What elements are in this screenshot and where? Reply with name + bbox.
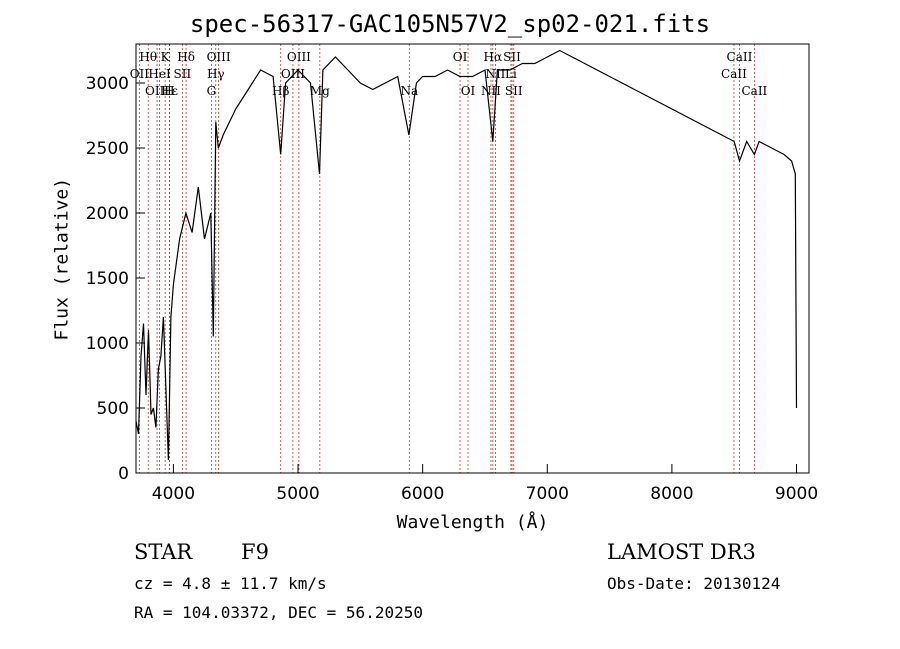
- y-tick-label: 1500: [86, 269, 129, 289]
- line-marker-label: Hγ: [207, 67, 225, 81]
- line-markers: [138, 44, 755, 473]
- line-marker-label: OIII: [287, 50, 311, 64]
- line-marker-label: SII: [505, 84, 523, 98]
- x-tick-label: 4000: [152, 484, 195, 504]
- line-marker-label: SII: [503, 50, 521, 64]
- y-tick-label: 0: [118, 464, 129, 484]
- line-marker-label: OIII: [145, 84, 169, 98]
- redshift-cz: cz = 4.8 ± 11.7 km/s: [134, 574, 327, 593]
- coordinates: RA = 104.03372, DEC = 56.20250: [134, 603, 423, 622]
- object-subclass: F9: [241, 540, 269, 564]
- line-marker-label: CaII: [741, 84, 767, 98]
- line-marker-label: OIII: [207, 50, 231, 64]
- line-marker-label: H: [164, 84, 174, 98]
- x-tick-label: 7000: [526, 484, 569, 504]
- x-tick-label: 5000: [276, 484, 319, 504]
- line-marker-label: CaII: [727, 50, 753, 64]
- line-marker-label: HeI: [148, 67, 171, 81]
- x-axis-ticks: 4000 5000 6000 7000 8000 9000: [152, 464, 818, 504]
- survey-name: LAMOST DR3: [607, 540, 756, 564]
- y-axis-label: Flux (relative): [51, 177, 73, 341]
- line-marker-label: Mg: [310, 84, 330, 98]
- line-marker-label: NII: [485, 67, 505, 81]
- y-tick-label: 3000: [86, 74, 129, 94]
- spectrum-series-line: [135, 49, 798, 461]
- line-marker-label: NII: [481, 84, 501, 98]
- object-class: STAR: [134, 540, 193, 564]
- y-tick-label: 2000: [86, 204, 129, 224]
- line-marker-label: OI: [453, 50, 468, 64]
- line-marker-label: OII: [130, 67, 150, 81]
- x-tick-label: 8000: [650, 484, 693, 504]
- line-marker-label: Hε: [161, 84, 178, 98]
- line-marker-label: SII: [174, 67, 192, 81]
- y-axis-ticks: 0 500 1000 1500 2000 2500 3000: [86, 74, 145, 484]
- plot-frame: [135, 43, 810, 474]
- line-marker-label: G: [207, 84, 217, 98]
- x-tick-label: 6000: [401, 484, 444, 504]
- y-tick-label: 1000: [86, 334, 129, 354]
- x-tick-label: 9000: [775, 484, 818, 504]
- line-marker-label: Hα: [484, 50, 503, 64]
- chart-title: spec-56317-GAC105N57V2_sp02-021.fits: [189, 10, 711, 38]
- line-marker-label: Li: [505, 67, 517, 81]
- y-tick-label: 2500: [86, 139, 129, 159]
- line-marker-label: CaII: [721, 67, 747, 81]
- line-marker-label: Na: [400, 84, 418, 98]
- line-marker-label: K: [161, 50, 171, 64]
- line-marker-label: Hθ: [139, 50, 157, 64]
- x-axis-label: Wavelength (Å): [396, 512, 549, 533]
- line-marker-label: Hδ: [177, 50, 195, 64]
- line-marker-label: OI: [461, 84, 476, 98]
- y-tick-label: 500: [97, 399, 129, 419]
- observation-date: Obs-Date: 20130124: [607, 574, 781, 593]
